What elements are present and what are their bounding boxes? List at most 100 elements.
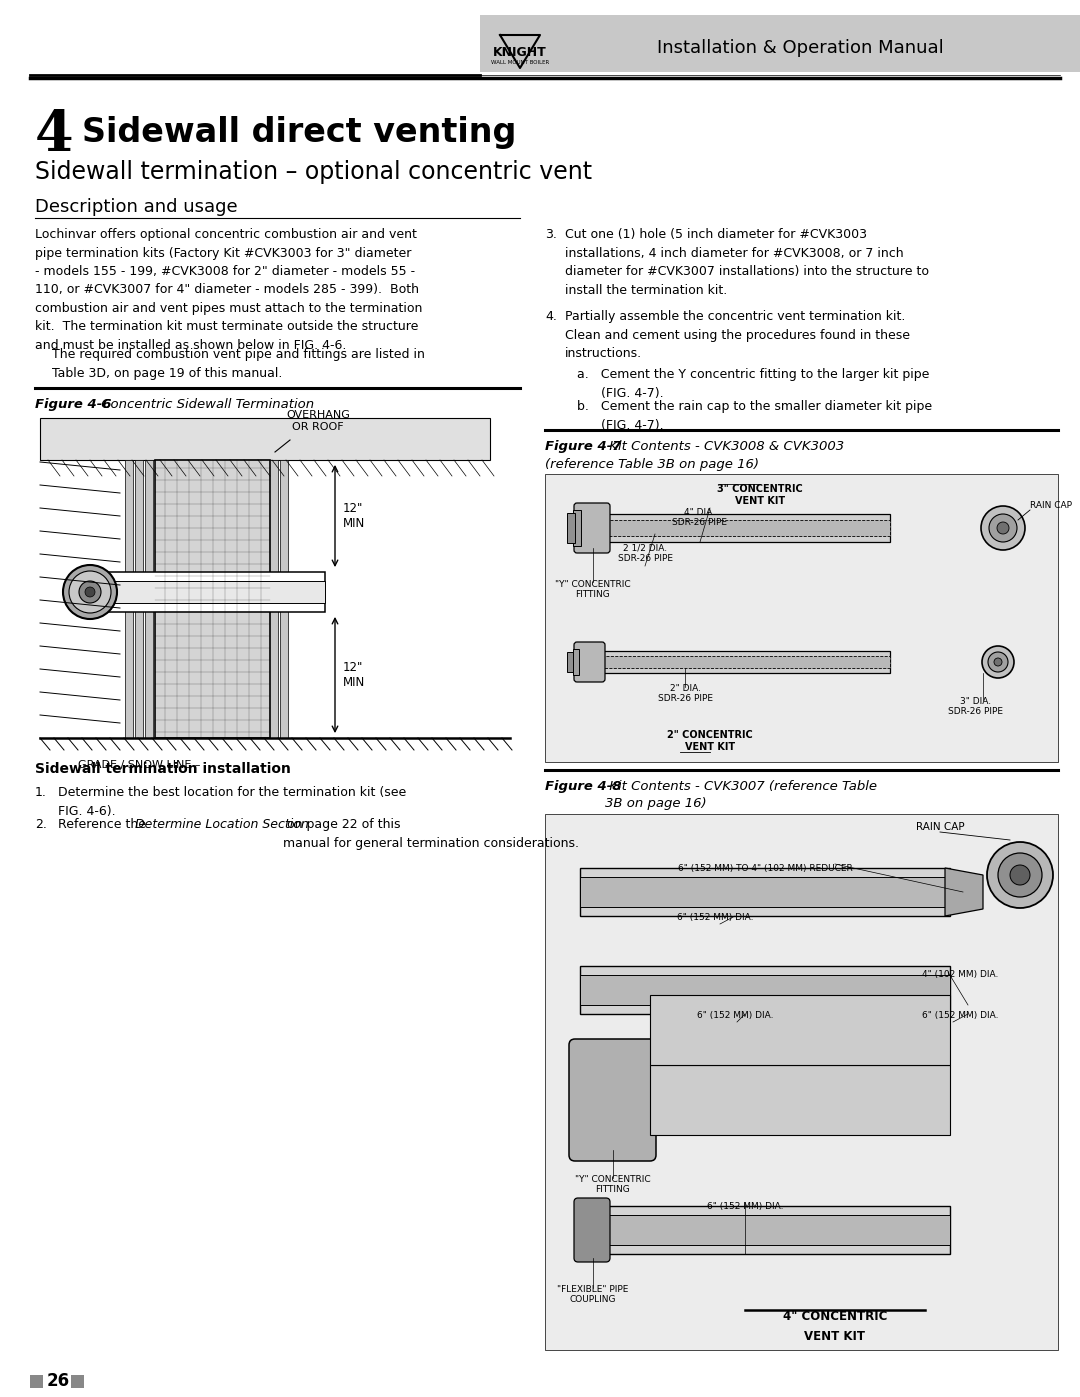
Text: 6" (152 MM) TO 4" (102 MM) REDUCER: 6" (152 MM) TO 4" (102 MM) REDUCER: [677, 863, 852, 873]
Circle shape: [1010, 865, 1030, 886]
Bar: [580, 1215, 950, 1245]
Bar: [30, 1375, 43, 1389]
Text: Determine Location Section: Determine Location Section: [135, 819, 309, 831]
Text: 12"
MIN: 12" MIN: [343, 502, 365, 529]
Text: Cut one (1) hole (5 inch diameter for #CVK3003
installations, 4 inch diameter fo: Cut one (1) hole (5 inch diameter for #C…: [565, 228, 929, 296]
Bar: [156, 460, 270, 738]
Text: Kit Contents - CVK3008 & CVK3003: Kit Contents - CVK3008 & CVK3003: [605, 440, 845, 453]
Text: Lochinvar offers optional concentric combustion air and vent
pipe termination ki: Lochinvar offers optional concentric com…: [35, 228, 422, 352]
Text: 1.: 1.: [35, 787, 46, 799]
Text: 2.: 2.: [35, 819, 46, 831]
Text: Figure 4-7: Figure 4-7: [545, 440, 621, 453]
Text: 2 1/2 DIA.
SDR-26 PIPE: 2 1/2 DIA. SDR-26 PIPE: [618, 543, 673, 563]
Text: 3" CONCENTRIC
VENT KIT: 3" CONCENTRIC VENT KIT: [717, 483, 802, 506]
Circle shape: [69, 571, 111, 613]
Text: 4: 4: [35, 108, 73, 163]
Text: Figure 4-6: Figure 4-6: [35, 398, 111, 411]
Text: The required combustion vent pipe and fittings are listed in
 Table 3D, on page : The required combustion vent pipe and fi…: [48, 348, 424, 380]
Text: Sidewall termination installation: Sidewall termination installation: [35, 761, 291, 775]
Text: Sidewall direct venting: Sidewall direct venting: [82, 116, 516, 149]
Text: "Y" CONCENTRIC
FITTING: "Y" CONCENTRIC FITTING: [555, 580, 631, 599]
Text: Reference the: Reference the: [58, 819, 150, 831]
Circle shape: [997, 522, 1009, 534]
FancyBboxPatch shape: [573, 1199, 610, 1261]
Bar: [75, 581, 325, 604]
Text: 3" DIA.
SDR-26 PIPE: 3" DIA. SDR-26 PIPE: [948, 697, 1003, 717]
Text: 4.: 4.: [545, 310, 557, 323]
Bar: [580, 877, 950, 907]
Bar: [125, 460, 133, 738]
Bar: [71, 1375, 84, 1389]
Text: 3.: 3.: [545, 228, 557, 242]
Text: Partially assemble the concentric vent termination kit.
Clean and cement using t: Partially assemble the concentric vent t…: [565, 310, 910, 360]
Text: "Y" CONCENTRIC
FITTING: "Y" CONCENTRIC FITTING: [576, 1175, 651, 1194]
Bar: [480, 15, 1080, 73]
Bar: [650, 1065, 950, 1134]
Bar: [567, 652, 573, 672]
Text: 4" CONCENTRIC: 4" CONCENTRIC: [783, 1310, 887, 1323]
Bar: [75, 571, 325, 612]
Text: b.   Cement the rain cap to the smaller diameter kit pipe
      (FIG. 4-7).: b. Cement the rain cap to the smaller di…: [577, 400, 932, 432]
Bar: [40, 418, 490, 460]
Text: Description and usage: Description and usage: [35, 198, 238, 217]
Polygon shape: [945, 868, 983, 916]
Bar: [573, 650, 579, 675]
Text: 2" DIA.
SDR-26 PIPE: 2" DIA. SDR-26 PIPE: [658, 685, 713, 704]
Text: OVERHANG
OR ROOF: OVERHANG OR ROOF: [286, 411, 350, 432]
Text: 6" (152 MM) DIA.: 6" (152 MM) DIA.: [706, 1201, 783, 1211]
Bar: [580, 1206, 950, 1255]
Text: WALL MOUNT BOILER: WALL MOUNT BOILER: [491, 60, 549, 66]
Bar: [135, 460, 143, 738]
Text: Sidewall termination – optional concentric vent: Sidewall termination – optional concentr…: [35, 161, 592, 184]
Text: RAIN CAP: RAIN CAP: [1030, 502, 1072, 510]
Bar: [573, 510, 581, 546]
Circle shape: [79, 581, 102, 604]
Text: GRADE / SNOW LINE –: GRADE / SNOW LINE –: [78, 760, 201, 770]
Bar: [600, 514, 890, 542]
Circle shape: [85, 587, 95, 597]
Text: Kit Contents - CVK3007 (reference Table
3B on page 16): Kit Contents - CVK3007 (reference Table …: [605, 780, 877, 810]
FancyBboxPatch shape: [573, 503, 610, 553]
Circle shape: [989, 514, 1017, 542]
Circle shape: [987, 842, 1053, 908]
Bar: [545, 474, 1058, 761]
Text: Figure 4-8: Figure 4-8: [545, 780, 621, 793]
Bar: [580, 975, 950, 1004]
Circle shape: [994, 658, 1002, 666]
Bar: [580, 868, 950, 916]
Bar: [567, 513, 575, 543]
FancyBboxPatch shape: [569, 1039, 656, 1161]
Text: 26: 26: [48, 1372, 70, 1390]
Bar: [280, 460, 288, 738]
Text: on page 22 of this
manual for general termination considerations.: on page 22 of this manual for general te…: [283, 819, 579, 849]
Text: "FLEXIBLE" PIPE
COUPLING: "FLEXIBLE" PIPE COUPLING: [557, 1285, 629, 1305]
Bar: [270, 460, 278, 738]
Text: (reference Table 3B on page 16): (reference Table 3B on page 16): [545, 458, 759, 471]
Circle shape: [982, 645, 1014, 678]
Bar: [600, 520, 890, 536]
Text: Concentric Sidewall Termination: Concentric Sidewall Termination: [97, 398, 314, 411]
Circle shape: [988, 652, 1008, 672]
Circle shape: [981, 506, 1025, 550]
Circle shape: [63, 564, 117, 619]
Bar: [545, 814, 1058, 1350]
Text: 6" (152 MM) DIA.: 6" (152 MM) DIA.: [677, 914, 753, 922]
Text: 2" CONCENTRIC
VENT KIT: 2" CONCENTRIC VENT KIT: [667, 731, 753, 752]
Text: VENT KIT: VENT KIT: [805, 1330, 865, 1343]
Text: Determine the best location for the termination kit (see
FIG. 4-6).: Determine the best location for the term…: [58, 787, 406, 817]
FancyBboxPatch shape: [573, 643, 605, 682]
Text: 6" (152 MM) DIA.: 6" (152 MM) DIA.: [697, 1011, 773, 1020]
Text: 6" (152 MM) DIA.: 6" (152 MM) DIA.: [921, 1011, 998, 1020]
Bar: [600, 651, 890, 673]
Bar: [600, 657, 890, 668]
Text: Installation & Operation Manual: Installation & Operation Manual: [657, 39, 943, 57]
Text: KNIGHT: KNIGHT: [494, 46, 546, 59]
Circle shape: [998, 854, 1042, 897]
Bar: [145, 460, 153, 738]
Bar: [580, 965, 950, 1014]
Text: 12"
MIN: 12" MIN: [343, 661, 365, 689]
Bar: [650, 995, 950, 1065]
Text: 4" (102 MM) DIA.: 4" (102 MM) DIA.: [921, 970, 998, 979]
Text: a.   Cement the Y concentric fitting to the larger kit pipe
      (FIG. 4-7).: a. Cement the Y concentric fitting to th…: [577, 367, 930, 400]
Text: 4" DIA.
SDR-26 PIPE: 4" DIA. SDR-26 PIPE: [673, 509, 728, 528]
